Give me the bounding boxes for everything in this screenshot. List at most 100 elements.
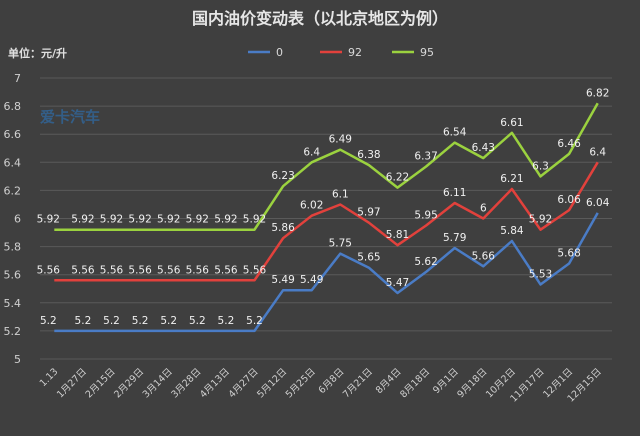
- chart-title: 国内油价变动表（以北京地区为例）: [192, 9, 448, 28]
- data-label: 6.04: [586, 197, 610, 209]
- data-label: 5.2: [189, 315, 206, 327]
- legend-label-92: 92: [348, 46, 362, 59]
- unit-label: 单位：元/升: [8, 46, 67, 60]
- data-label: 6.06: [557, 194, 581, 206]
- y-tick-label: 5: [14, 353, 21, 366]
- x-tick-label: 1月27日: [55, 366, 89, 400]
- data-label: 5.92: [157, 214, 180, 226]
- data-label: 5.62: [414, 256, 437, 268]
- data-label: 5.2: [160, 315, 177, 327]
- x-tick-label: 1.13: [38, 366, 61, 389]
- data-label: 5.92: [243, 214, 266, 226]
- x-tick-label: 5月25日: [284, 366, 318, 400]
- x-tick-label: 7月21日: [341, 366, 375, 400]
- data-label: 5.56: [128, 264, 152, 276]
- series-line-92: [54, 161, 599, 282]
- y-tick-label: 5.8: [4, 241, 22, 254]
- data-label: 5.2: [75, 315, 92, 327]
- data-label: 5.49: [271, 274, 294, 286]
- data-label: 5.66: [472, 250, 496, 262]
- data-label: 5.92: [71, 214, 94, 226]
- y-tick-label: 6.6: [4, 128, 22, 141]
- data-label: 6: [480, 203, 487, 215]
- data-label: 6.11: [443, 187, 466, 199]
- data-label: 5.2: [40, 315, 57, 327]
- x-tick-label: 5月12日: [255, 366, 289, 400]
- x-tick-label: 2月29日: [112, 366, 146, 400]
- data-labels: 5.2 5.2 5.2 5.2 5.2 5.2 5.2 5.2 5.49 5.49 5.75 5.65…: [37, 87, 610, 327]
- x-tick-label: 8月18日: [398, 366, 432, 400]
- data-label: 6.54: [443, 127, 467, 139]
- data-label: 6.23: [271, 170, 294, 182]
- data-label: 5.56: [37, 264, 61, 276]
- watermark-logo: 爱卡汽车: [40, 108, 100, 126]
- data-label: 6.3: [532, 160, 549, 172]
- y-tick-label: 5.6: [4, 269, 22, 282]
- data-label: 5.81: [386, 229, 409, 241]
- data-label: 5.65: [357, 252, 380, 264]
- data-label: 5.49: [300, 274, 323, 286]
- data-label: 5.92: [214, 214, 237, 226]
- x-tick-label: 3月14日: [141, 366, 175, 400]
- data-label: 6.02: [300, 200, 323, 212]
- data-label: 5.92: [37, 214, 60, 226]
- data-label: 6.38: [357, 149, 380, 161]
- data-label: 5.92: [186, 214, 209, 226]
- data-label: 6.1: [332, 188, 349, 200]
- data-label: 6.22: [386, 172, 409, 184]
- data-label: 5.56: [186, 264, 210, 276]
- x-axis: 1.131月27日2月15日2月29日3月14日3月28日4月13日4月27日5…: [38, 366, 604, 404]
- data-label: 5.92: [128, 214, 151, 226]
- data-label: 6.82: [586, 87, 609, 99]
- data-label: 5.2: [218, 315, 235, 327]
- y-tick-label: 7: [14, 72, 21, 85]
- data-label: 5.2: [132, 315, 149, 327]
- y-tick-label: 5.2: [4, 325, 22, 338]
- series-line-95: [54, 102, 599, 231]
- data-label: 5.92: [529, 214, 552, 226]
- data-label: 5.2: [103, 315, 120, 327]
- data-label: 5.75: [329, 238, 352, 250]
- data-label: 5.47: [386, 277, 409, 289]
- y-tick-label: 6.8: [4, 100, 22, 113]
- data-label: 5.53: [529, 269, 552, 281]
- data-label: 6.61: [500, 117, 523, 129]
- data-label: 6.46: [557, 138, 581, 150]
- y-tick-label: 6.4: [4, 156, 22, 169]
- x-tick-label: 2月15日: [84, 366, 118, 400]
- y-axis: 5 5.2 5.4 5.6 5.8 6 6.2 6.4 6.6 6.8 7: [4, 72, 22, 366]
- x-tick-label: 9月18日: [455, 366, 489, 400]
- data-label: 5.2: [246, 315, 263, 327]
- data-label: 6.21: [500, 173, 523, 185]
- data-label: 6.43: [472, 142, 495, 154]
- legend: 0 92 95: [248, 46, 434, 59]
- legend-label-0: 0: [276, 46, 283, 59]
- y-tick-label: 6.2: [4, 184, 22, 197]
- x-tick-label: 4月13日: [198, 366, 232, 400]
- series-lines: [54, 102, 599, 333]
- series-line-0: [54, 212, 599, 333]
- gridlines: [40, 77, 612, 360]
- data-label: 5.92: [100, 214, 123, 226]
- y-tick-label: 6: [14, 213, 21, 226]
- data-label: 5.84: [500, 225, 524, 237]
- data-label: 5.56: [157, 264, 181, 276]
- x-tick-label: 3月28日: [169, 366, 203, 400]
- x-tick-label: 4月27日: [227, 366, 261, 400]
- data-label: 6.4: [303, 146, 320, 158]
- data-label: 5.95: [414, 210, 437, 222]
- data-label: 6.4: [589, 146, 606, 158]
- data-label: 5.56: [71, 264, 95, 276]
- data-label: 5.86: [271, 222, 295, 234]
- data-label: 6.49: [329, 134, 352, 146]
- data-label: 5.56: [100, 264, 124, 276]
- data-label: 5.68: [557, 247, 580, 259]
- y-tick-label: 5.4: [4, 297, 22, 310]
- data-label: 5.79: [443, 232, 466, 244]
- data-label: 5.97: [357, 207, 380, 219]
- legend-label-95: 95: [420, 46, 434, 59]
- data-label: 6.37: [414, 151, 437, 163]
- data-label: 5.56: [243, 264, 267, 276]
- data-label: 5.56: [214, 264, 238, 276]
